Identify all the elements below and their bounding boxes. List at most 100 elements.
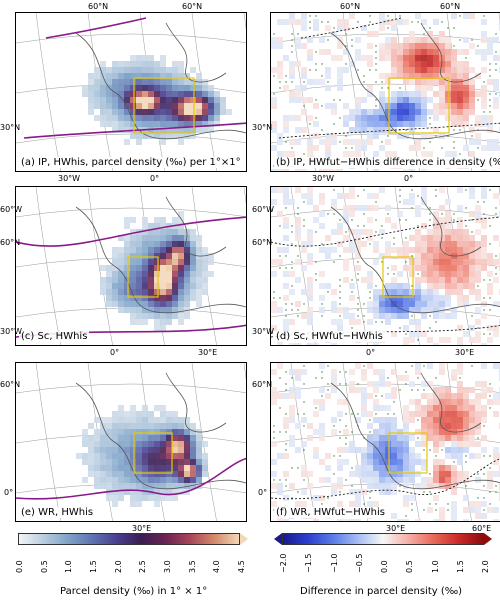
difference-cell <box>409 37 415 43</box>
density-cell <box>160 489 166 495</box>
significance-dot <box>369 69 371 71</box>
density-cell <box>124 217 130 223</box>
difference-cell <box>409 73 415 79</box>
density-cell <box>154 477 160 483</box>
difference-cell <box>409 265 415 271</box>
difference-cell <box>301 369 307 375</box>
significance-dot <box>333 123 335 125</box>
significance-dot <box>381 81 383 83</box>
difference-cell <box>379 489 385 495</box>
difference-cell <box>451 513 457 519</box>
difference-cell <box>433 313 439 319</box>
density-cell <box>190 85 196 91</box>
density-cell <box>160 411 166 417</box>
difference-cell <box>493 79 499 85</box>
difference-cell <box>439 435 445 441</box>
significance-dot <box>471 315 473 317</box>
density-cell <box>124 289 130 295</box>
difference-cell <box>421 187 427 193</box>
difference-cell <box>469 441 475 447</box>
significance-dot <box>285 75 287 77</box>
density-cell <box>184 465 190 471</box>
difference-cell <box>301 25 307 31</box>
difference-cell <box>463 109 469 115</box>
difference-cell <box>277 67 283 73</box>
difference-cell <box>409 435 415 441</box>
density-cell <box>112 271 118 277</box>
difference-cell <box>421 19 427 25</box>
difference-cell <box>493 363 499 369</box>
difference-cell <box>457 453 463 459</box>
difference-cell <box>475 405 481 411</box>
difference-cell <box>481 363 487 369</box>
density-cell <box>130 271 136 277</box>
difference-cell <box>481 19 487 25</box>
difference-cell <box>373 127 379 133</box>
difference-cell <box>493 393 499 399</box>
difference-cell <box>463 387 469 393</box>
density-cell <box>166 79 172 85</box>
significance-dot <box>351 327 353 329</box>
difference-cell <box>487 43 493 49</box>
significance-dot <box>273 291 275 293</box>
difference-cell <box>367 109 373 115</box>
significance-dot <box>309 21 311 23</box>
density-cell <box>142 417 148 423</box>
significance-dot <box>303 201 305 203</box>
difference-cell <box>271 387 277 393</box>
density-cell <box>118 67 124 73</box>
significance-dot <box>429 449 431 451</box>
density-cell <box>94 103 100 109</box>
significance-dot <box>321 371 323 373</box>
density-cell <box>136 259 142 265</box>
difference-cell <box>283 19 289 25</box>
difference-cell <box>469 259 475 265</box>
difference-cell <box>343 49 349 55</box>
significance-dot <box>303 413 305 415</box>
significance-dot <box>477 201 479 203</box>
significance-dot <box>363 503 365 505</box>
difference-cell <box>355 103 361 109</box>
significance-dot <box>345 45 347 47</box>
density-cell <box>160 103 166 109</box>
density-cell <box>178 115 184 121</box>
density-cell <box>100 103 106 109</box>
significance-dot <box>417 225 419 227</box>
difference-cell <box>427 283 433 289</box>
density-cell <box>136 265 142 271</box>
difference-cell <box>415 259 421 265</box>
significance-dot <box>351 147 353 149</box>
density-cell <box>208 115 214 121</box>
colorbar-tick: −2.0 <box>279 553 288 573</box>
density-cell <box>160 85 166 91</box>
density-cell <box>184 447 190 453</box>
difference-cell <box>439 241 445 247</box>
significance-dot <box>303 153 305 155</box>
difference-cell <box>397 447 403 453</box>
difference-cell <box>475 91 481 97</box>
density-cell <box>148 253 154 259</box>
significance-dot <box>351 485 353 487</box>
difference-cell <box>361 145 367 151</box>
difference-cell <box>415 211 421 217</box>
density-cell <box>136 423 142 429</box>
difference-cell <box>397 67 403 73</box>
difference-cell <box>421 91 427 97</box>
difference-cell <box>349 115 355 121</box>
difference-cell <box>289 271 295 277</box>
density-cell <box>148 307 154 313</box>
difference-cell <box>295 61 301 67</box>
density-cell <box>154 423 160 429</box>
significance-dot <box>471 39 473 41</box>
difference-cell <box>289 61 295 67</box>
density-cell <box>118 459 124 465</box>
difference-cell <box>373 109 379 115</box>
difference-cell <box>451 235 457 241</box>
difference-cell <box>343 265 349 271</box>
significance-dot <box>285 267 287 269</box>
panel-label-f: (f) WR, HWfut−HWhis <box>274 507 387 518</box>
difference-cell <box>403 375 409 381</box>
difference-cell <box>385 73 391 79</box>
significance-dot <box>273 437 275 439</box>
density-cell <box>202 127 208 133</box>
